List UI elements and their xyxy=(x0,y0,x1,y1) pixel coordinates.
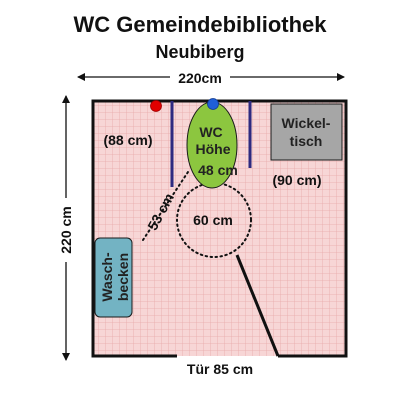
sink-label-line1: Wasch- xyxy=(99,252,115,302)
right-clearance-label: (90 cm) xyxy=(272,172,321,188)
blue-marker xyxy=(207,98,219,110)
page-subtitle: Neubiberg xyxy=(155,42,244,62)
width-label-bg xyxy=(170,66,230,86)
red-marker xyxy=(150,100,162,112)
page-title: WC Gemeindebibliothek xyxy=(73,12,327,37)
sink xyxy=(94,237,133,318)
diagonal-measure-line xyxy=(142,171,189,241)
turning-circle-label: 60 cm xyxy=(193,212,233,228)
left-clearance-label: (88 cm) xyxy=(103,132,152,148)
changing-table-label-line1: Wickel- xyxy=(282,115,331,131)
height-label: 220 cm xyxy=(58,206,74,253)
height-label-bg xyxy=(57,198,75,262)
changing-table-label-line2: tisch xyxy=(290,133,323,149)
room-walls xyxy=(91,99,348,358)
sink-label-line2: becken xyxy=(115,253,131,301)
changing-table xyxy=(270,103,343,161)
wc-label-line3: 48 cm xyxy=(198,162,238,178)
width-label: 220cm xyxy=(178,70,222,86)
door-leaf xyxy=(235,254,280,357)
wc-label-line2: Höhe xyxy=(196,141,231,157)
door-label: Tür 85 cm xyxy=(187,361,253,377)
wc-label-line1: WC xyxy=(199,124,222,140)
